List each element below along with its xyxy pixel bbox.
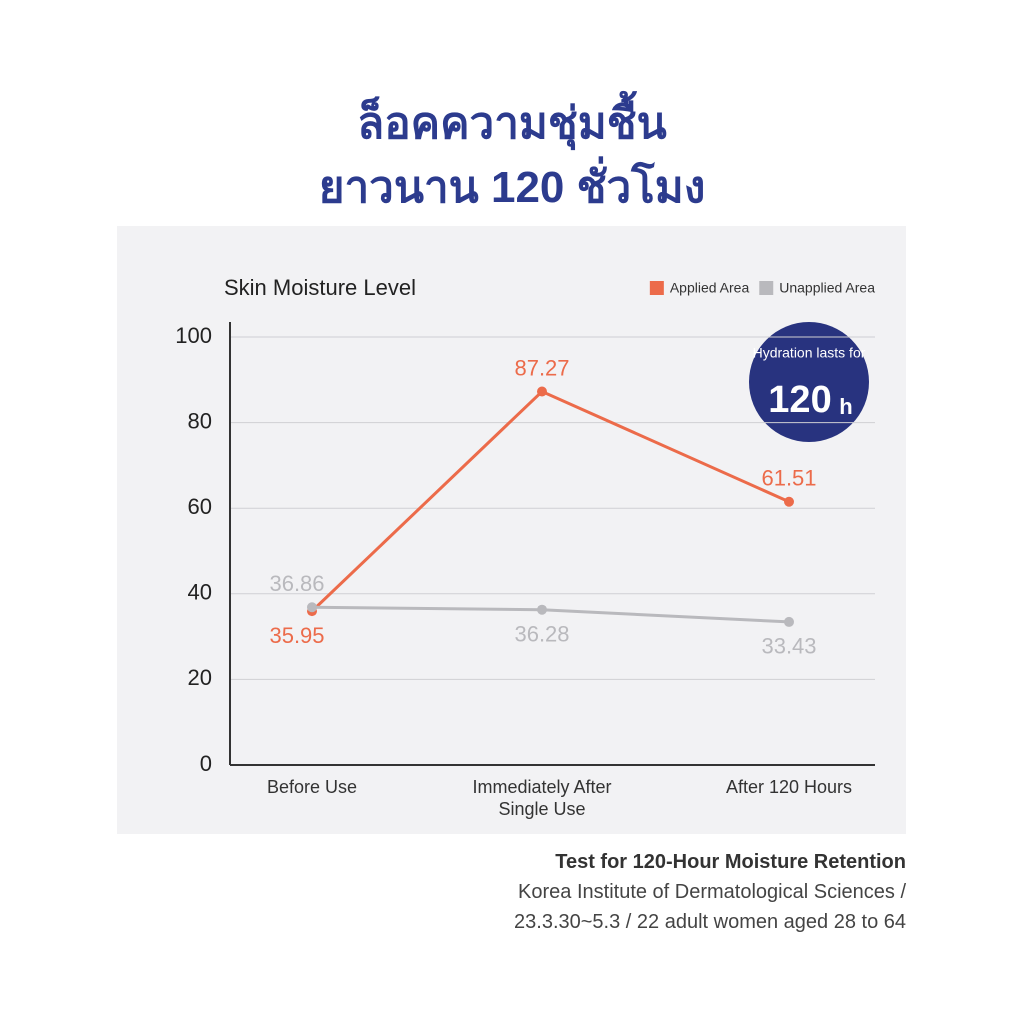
point <box>537 604 547 615</box>
legend-swatch <box>759 281 774 295</box>
x-tick-label: Before Use <box>266 777 358 797</box>
point <box>537 386 547 397</box>
y-tick-label: 60 <box>188 494 212 519</box>
headline: ล็อคความชุ่มชื้น <box>357 99 667 148</box>
point <box>307 602 317 613</box>
data-label: 61.51 <box>761 466 816 491</box>
data-label: 33.43 <box>761 634 816 659</box>
data-label: 36.86 <box>269 571 324 596</box>
point <box>784 496 794 507</box>
headline: ยาวนาน 120 ชั่วโมง <box>318 163 706 212</box>
point <box>784 616 794 627</box>
data-label: 87.27 <box>514 355 569 380</box>
y-tick-label: 80 <box>188 408 212 433</box>
footnote-line: Korea Institute of Dermatological Scienc… <box>518 881 906 903</box>
y-tick-label: 40 <box>188 580 212 605</box>
y-tick-label: 0 <box>200 751 212 776</box>
badge-text: Hydration lasts for <box>753 345 866 361</box>
y-tick-label: 20 <box>188 665 212 690</box>
footnote-title: Test for 120-Hour Moisture Retention <box>555 851 906 873</box>
legend-label: Unapplied Area <box>779 280 875 296</box>
x-tick-label: Immediately After Single Use <box>472 777 612 819</box>
y-tick-label: 100 <box>175 323 212 348</box>
chart-title: Skin Moisture Level <box>224 275 416 300</box>
data-label: 35.95 <box>269 623 324 648</box>
badge-number: 120 <box>768 379 831 421</box>
legend-label: Applied Area <box>670 280 750 296</box>
badge <box>749 322 869 442</box>
badge-unit: h <box>839 394 852 419</box>
footnote-line: 23.3.30~5.3 / 22 adult women aged 28 to … <box>514 911 906 933</box>
legend-swatch <box>649 281 664 295</box>
x-tick-label: After 120 Hours <box>725 777 853 797</box>
data-label: 36.28 <box>514 622 569 647</box>
chart-panel <box>117 226 906 834</box>
